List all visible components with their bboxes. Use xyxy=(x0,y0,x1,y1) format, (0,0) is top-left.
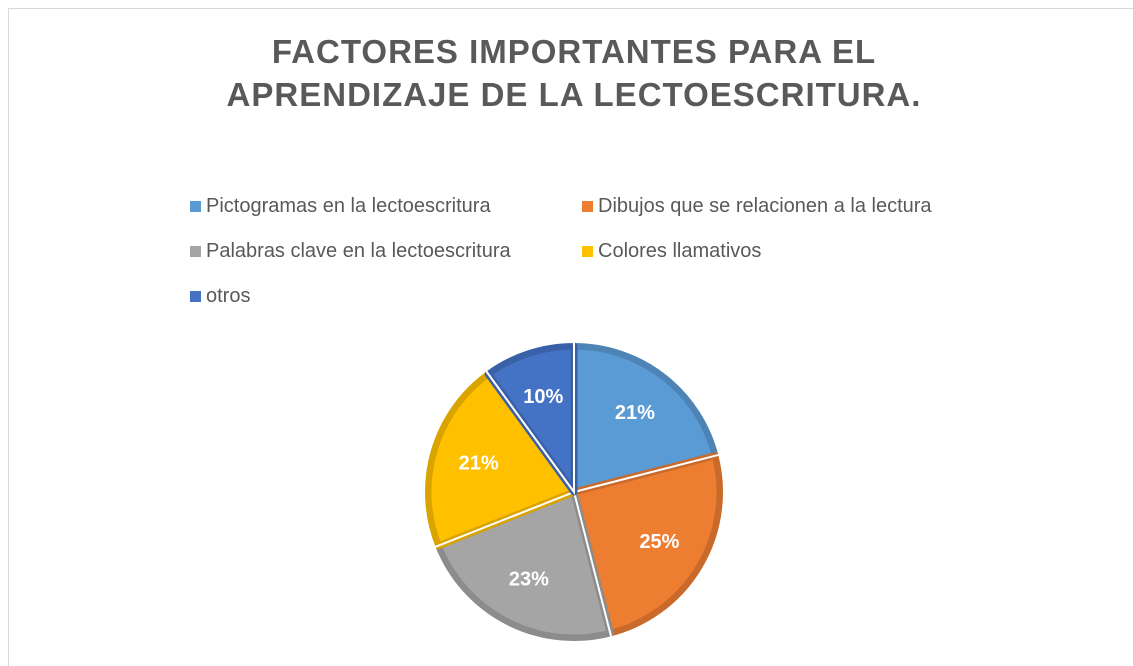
legend-item: Palabras clave en la lectoescritura xyxy=(190,240,511,263)
slice-separator xyxy=(573,340,721,494)
data-label: 23% xyxy=(509,569,549,591)
pie-slice xyxy=(484,342,578,496)
chart-frame xyxy=(8,8,1133,666)
legend-swatch xyxy=(190,201,201,212)
legend-swatch xyxy=(190,291,201,302)
legend-swatch xyxy=(582,246,593,257)
legend-label: Dibujos que se relacionen a la lectura xyxy=(598,195,932,217)
legend-label: Colores llamativos xyxy=(598,240,762,262)
chart-title: FACTORES IMPORTANTES PARA EL APRENDIZAJE… xyxy=(226,33,922,113)
legend-item: Colores llamativos xyxy=(582,240,761,263)
legend-item: otros xyxy=(190,285,250,308)
legend-swatch xyxy=(190,246,201,257)
legend-item: Pictogramas en la lectoescritura xyxy=(190,195,491,218)
legend-label: Palabras clave en la lectoescritura xyxy=(206,240,511,262)
slice-separator xyxy=(433,490,613,643)
slice-separator xyxy=(572,453,725,639)
legend-label: otros xyxy=(206,285,251,307)
pie-slice xyxy=(424,370,578,550)
data-label: 10% xyxy=(523,386,563,408)
data-label: 21% xyxy=(459,453,499,475)
pie-slice xyxy=(434,488,614,642)
pie-slice xyxy=(570,342,719,496)
slice-separator xyxy=(484,340,575,496)
legend-item: Dibujos que se relacionen a la lectura xyxy=(582,195,932,218)
data-label: 25% xyxy=(639,531,679,553)
pie-slice xyxy=(570,452,724,637)
legend-label: Pictogramas en la lectoescritura xyxy=(206,195,491,217)
slice-separator xyxy=(423,369,576,549)
legend-swatch xyxy=(582,201,593,212)
data-label: 21% xyxy=(615,402,655,424)
